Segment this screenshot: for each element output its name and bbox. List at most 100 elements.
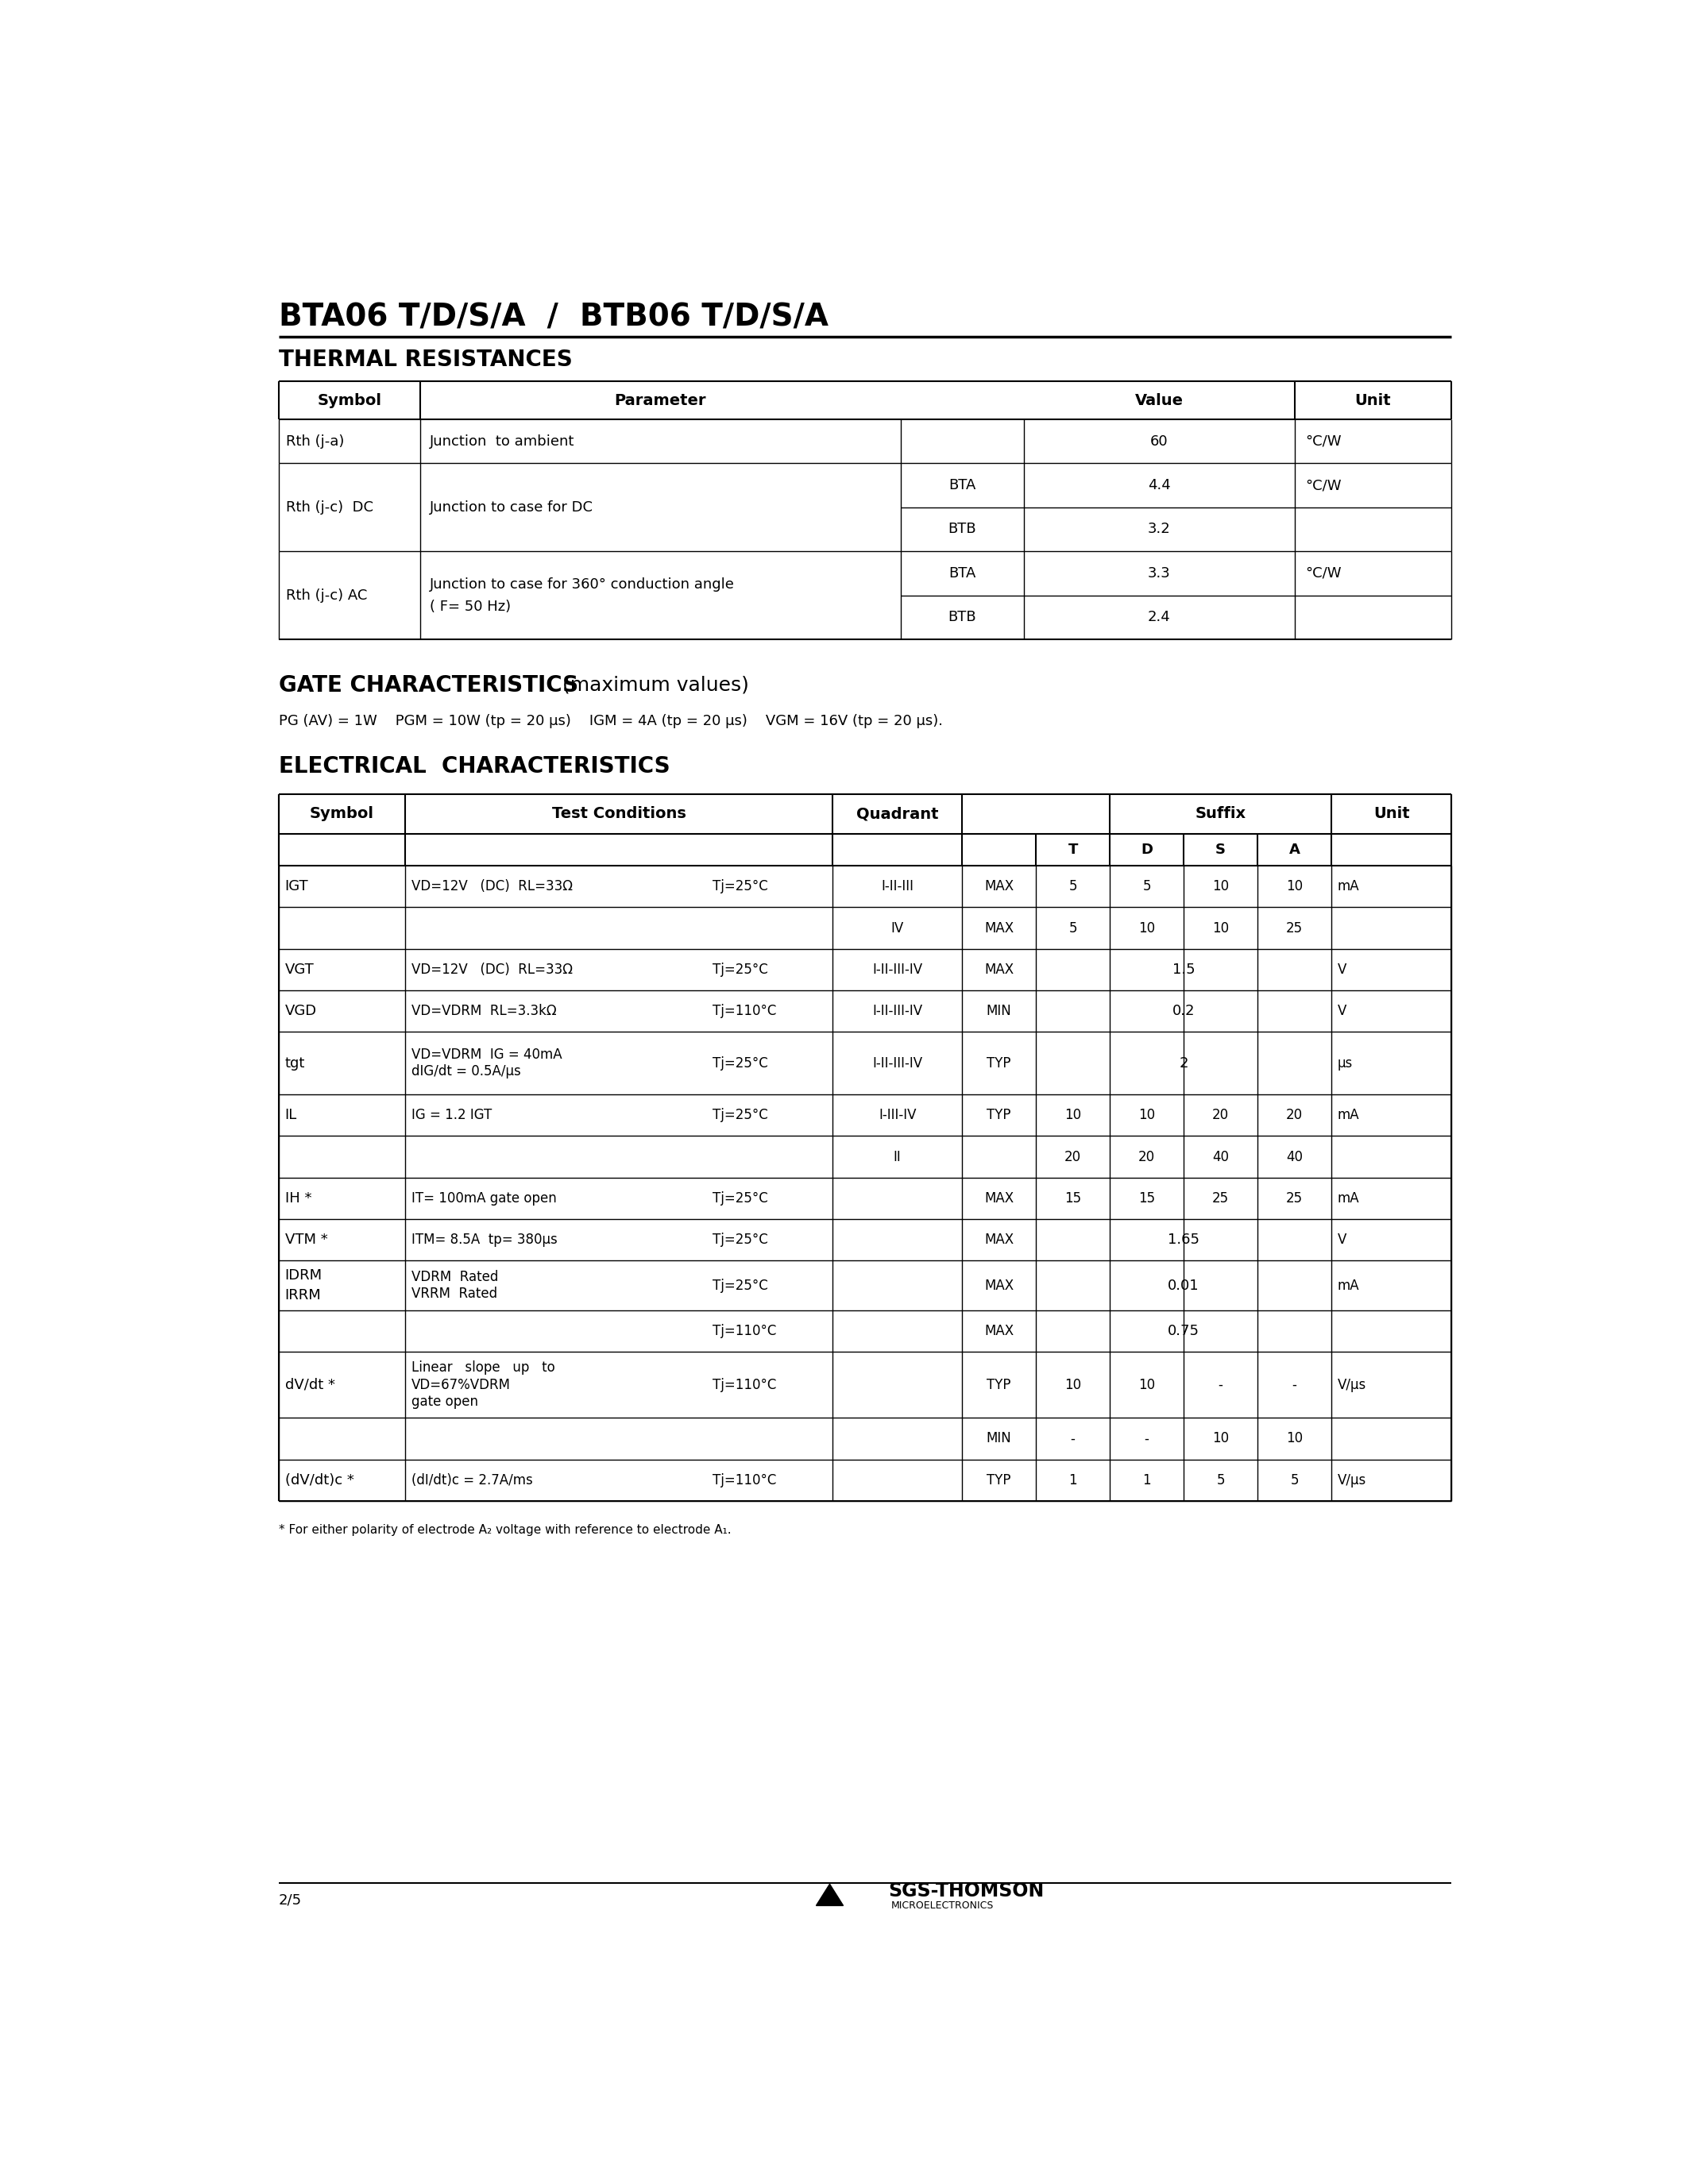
Text: 3.2: 3.2 bbox=[1148, 522, 1170, 537]
Text: (dV/dt)c *: (dV/dt)c * bbox=[285, 1472, 354, 1487]
Text: BTA06 T/D/S/A  /  BTB06 T/D/S/A: BTA06 T/D/S/A / BTB06 T/D/S/A bbox=[279, 301, 829, 332]
Text: TYP: TYP bbox=[987, 1057, 1011, 1070]
Text: 2: 2 bbox=[1180, 1057, 1188, 1070]
Text: Linear   slope   up   to: Linear slope up to bbox=[412, 1361, 555, 1376]
Text: V/μs: V/μs bbox=[1337, 1378, 1366, 1391]
Text: 25: 25 bbox=[1286, 922, 1303, 935]
Text: SGS-THOMSON: SGS-THOMSON bbox=[888, 1883, 1045, 1900]
Text: MAX: MAX bbox=[984, 1232, 1014, 1247]
Text: 10: 10 bbox=[1286, 1431, 1303, 1446]
Text: MIN: MIN bbox=[986, 1005, 1011, 1018]
Text: mA: mA bbox=[1337, 1190, 1359, 1206]
Text: MAX: MAX bbox=[984, 963, 1014, 976]
Text: IGT: IGT bbox=[285, 880, 309, 893]
Text: TYP: TYP bbox=[987, 1378, 1011, 1391]
Text: BTA: BTA bbox=[949, 478, 976, 491]
Text: 40: 40 bbox=[1286, 1149, 1303, 1164]
Text: V/μs: V/μs bbox=[1337, 1472, 1366, 1487]
Text: 4.4: 4.4 bbox=[1148, 478, 1170, 491]
Text: mA: mA bbox=[1337, 1278, 1359, 1293]
Text: Tj=25°C: Tj=25°C bbox=[712, 1278, 768, 1293]
Text: IV: IV bbox=[891, 922, 903, 935]
Text: 2/5: 2/5 bbox=[279, 1894, 302, 1907]
Text: Junction to case for 360° conduction angle: Junction to case for 360° conduction ang… bbox=[429, 577, 734, 592]
Text: VGD: VGD bbox=[285, 1005, 317, 1018]
Text: BTB: BTB bbox=[949, 522, 976, 537]
Text: gate open: gate open bbox=[412, 1396, 478, 1409]
Text: 10: 10 bbox=[1065, 1378, 1082, 1391]
Text: Junction to case for DC: Junction to case for DC bbox=[429, 500, 592, 515]
Text: mA: mA bbox=[1337, 1107, 1359, 1123]
Text: Tj=25°C: Tj=25°C bbox=[712, 1232, 768, 1247]
Text: MAX: MAX bbox=[984, 922, 1014, 935]
Text: Tj=25°C: Tj=25°C bbox=[712, 1107, 768, 1123]
Text: 10: 10 bbox=[1286, 880, 1303, 893]
Text: VGT: VGT bbox=[285, 963, 314, 976]
Text: ITM= 8.5A  tp= 380μs: ITM= 8.5A tp= 380μs bbox=[412, 1232, 557, 1247]
Text: IH *: IH * bbox=[285, 1190, 312, 1206]
Text: I-II-III: I-II-III bbox=[881, 880, 913, 893]
Text: Symbol: Symbol bbox=[309, 806, 375, 821]
Polygon shape bbox=[817, 1885, 844, 1907]
Text: PG (AV) = 1W    PGM = 10W (tp = 20 μs)    IGM = 4A (tp = 20 μs)    VGM = 16V (tp: PG (AV) = 1W PGM = 10W (tp = 20 μs) IGM … bbox=[279, 714, 944, 727]
Text: BTB: BTB bbox=[949, 609, 976, 625]
Text: 10: 10 bbox=[1138, 1107, 1155, 1123]
Text: ELECTRICAL  CHARACTERISTICS: ELECTRICAL CHARACTERISTICS bbox=[279, 756, 670, 778]
Text: 0.2: 0.2 bbox=[1173, 1005, 1195, 1018]
Text: Unit: Unit bbox=[1355, 393, 1391, 408]
Text: MAX: MAX bbox=[984, 880, 1014, 893]
Text: VD=12V   (DC)  RL=33Ω: VD=12V (DC) RL=33Ω bbox=[412, 963, 572, 976]
Text: IRRM: IRRM bbox=[285, 1289, 321, 1302]
Text: 10: 10 bbox=[1212, 922, 1229, 935]
Text: 1: 1 bbox=[1069, 1472, 1077, 1487]
Text: T: T bbox=[1069, 843, 1079, 856]
Text: I-III-IV: I-III-IV bbox=[878, 1107, 917, 1123]
Text: °C/W: °C/W bbox=[1305, 478, 1342, 491]
Text: 5: 5 bbox=[1069, 922, 1077, 935]
Text: IDRM: IDRM bbox=[285, 1269, 322, 1282]
Text: VD=67%VDRM: VD=67%VDRM bbox=[412, 1378, 510, 1391]
Text: 15: 15 bbox=[1065, 1190, 1082, 1206]
Text: VTM *: VTM * bbox=[285, 1232, 327, 1247]
Text: (maximum values): (maximum values) bbox=[555, 675, 749, 695]
Text: 1: 1 bbox=[1143, 1472, 1151, 1487]
Text: MAX: MAX bbox=[984, 1278, 1014, 1293]
Text: 20: 20 bbox=[1065, 1149, 1082, 1164]
Text: Rth (j-c)  DC: Rth (j-c) DC bbox=[285, 500, 373, 515]
Text: -: - bbox=[1219, 1378, 1222, 1391]
Text: 1.65: 1.65 bbox=[1168, 1232, 1200, 1247]
Text: 60: 60 bbox=[1150, 435, 1168, 448]
Text: 25: 25 bbox=[1286, 1190, 1303, 1206]
Text: TYP: TYP bbox=[987, 1107, 1011, 1123]
Text: (dI/dt)c = 2.7A/ms: (dI/dt)c = 2.7A/ms bbox=[412, 1472, 532, 1487]
Text: mA: mA bbox=[1337, 880, 1359, 893]
Text: Tj=25°C: Tj=25°C bbox=[712, 1057, 768, 1070]
Text: tgt: tgt bbox=[285, 1057, 306, 1070]
Text: 40: 40 bbox=[1212, 1149, 1229, 1164]
Text: 5: 5 bbox=[1290, 1472, 1298, 1487]
Text: GATE CHARACTERISTICS: GATE CHARACTERISTICS bbox=[279, 675, 579, 697]
Text: 10: 10 bbox=[1212, 880, 1229, 893]
Text: 10: 10 bbox=[1065, 1107, 1082, 1123]
Text: V: V bbox=[1337, 1005, 1347, 1018]
Text: μs: μs bbox=[1337, 1057, 1352, 1070]
Text: -: - bbox=[1070, 1431, 1075, 1446]
Text: 5: 5 bbox=[1143, 880, 1151, 893]
Text: 0.01: 0.01 bbox=[1168, 1278, 1200, 1293]
Text: 5: 5 bbox=[1069, 880, 1077, 893]
Text: 15: 15 bbox=[1138, 1190, 1155, 1206]
Text: -: - bbox=[1293, 1378, 1296, 1391]
Text: 1.5: 1.5 bbox=[1171, 963, 1195, 976]
Text: S: S bbox=[1215, 843, 1225, 856]
Text: 3.3: 3.3 bbox=[1148, 566, 1170, 581]
Text: 10: 10 bbox=[1138, 922, 1155, 935]
Text: MIN: MIN bbox=[986, 1431, 1011, 1446]
Text: A: A bbox=[1290, 843, 1300, 856]
Text: D: D bbox=[1141, 843, 1153, 856]
Text: 20: 20 bbox=[1138, 1149, 1155, 1164]
Text: Tj=110°C: Tj=110°C bbox=[712, 1005, 776, 1018]
Text: VD=12V   (DC)  RL=33Ω: VD=12V (DC) RL=33Ω bbox=[412, 880, 572, 893]
Text: MAX: MAX bbox=[984, 1190, 1014, 1206]
Text: VDRM  Rated: VDRM Rated bbox=[412, 1269, 498, 1284]
Text: Junction  to ambient: Junction to ambient bbox=[429, 435, 574, 448]
